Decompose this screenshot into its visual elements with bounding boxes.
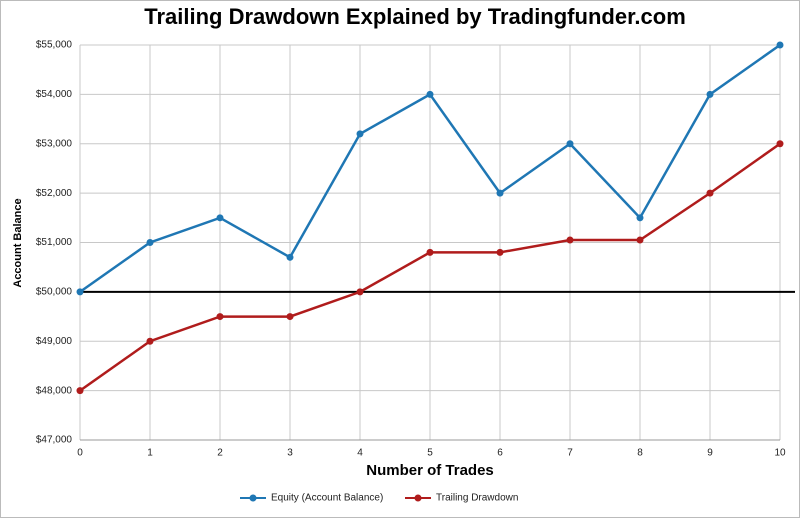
y-tick-label: $53,000 xyxy=(36,138,73,149)
data-point xyxy=(706,90,714,98)
data-point xyxy=(356,130,364,138)
y-tick-label: $48,000 xyxy=(36,385,73,396)
y-tick-label: $54,000 xyxy=(36,89,73,100)
x-tick-label: 2 xyxy=(217,448,223,459)
x-tick-label: 6 xyxy=(497,448,503,459)
data-point xyxy=(76,288,84,296)
y-tick-label: $50,000 xyxy=(36,287,73,298)
y-tick-label: $55,000 xyxy=(36,40,73,51)
data-point xyxy=(776,140,784,148)
legend-marker xyxy=(249,494,257,502)
x-tick-label: 0 xyxy=(77,448,83,459)
data-point xyxy=(496,189,504,197)
data-point xyxy=(496,248,504,256)
y-tick-label: $49,000 xyxy=(36,336,73,347)
data-point xyxy=(566,140,574,148)
data-point xyxy=(426,90,434,98)
data-point xyxy=(76,387,84,395)
legend-marker xyxy=(414,494,422,502)
y-tick-label: $51,000 xyxy=(36,237,73,248)
data-point xyxy=(636,214,644,222)
x-tick-label: 3 xyxy=(287,448,293,459)
data-point xyxy=(146,337,154,345)
x-axis-label: Number of Trades xyxy=(366,462,494,479)
data-point xyxy=(286,313,294,321)
data-point xyxy=(286,253,294,261)
data-point xyxy=(706,189,714,197)
y-tick-label: $52,000 xyxy=(36,188,73,199)
data-point xyxy=(216,313,224,321)
data-point xyxy=(216,214,224,222)
data-point xyxy=(776,41,784,49)
x-tick-label: 5 xyxy=(427,448,433,459)
x-tick-label: 4 xyxy=(357,448,363,459)
x-tick-label: 9 xyxy=(707,448,713,459)
data-point xyxy=(356,288,364,296)
legend-label: Equity (Account Balance) xyxy=(271,493,383,504)
x-tick-label: 1 xyxy=(147,448,153,459)
x-tick-label: 10 xyxy=(774,448,786,459)
legend-label: Trailing Drawdown xyxy=(436,493,518,504)
data-point xyxy=(426,248,434,256)
data-point xyxy=(636,236,644,244)
y-tick-label: $47,000 xyxy=(36,435,73,446)
x-tick-label: 8 xyxy=(637,448,643,459)
chart-title: Trailing Drawdown Explained by Tradingfu… xyxy=(144,4,686,29)
x-tick-label: 7 xyxy=(567,448,573,459)
data-point xyxy=(146,239,154,246)
y-axis-label: Account Balance xyxy=(12,198,24,287)
data-point xyxy=(566,236,574,244)
